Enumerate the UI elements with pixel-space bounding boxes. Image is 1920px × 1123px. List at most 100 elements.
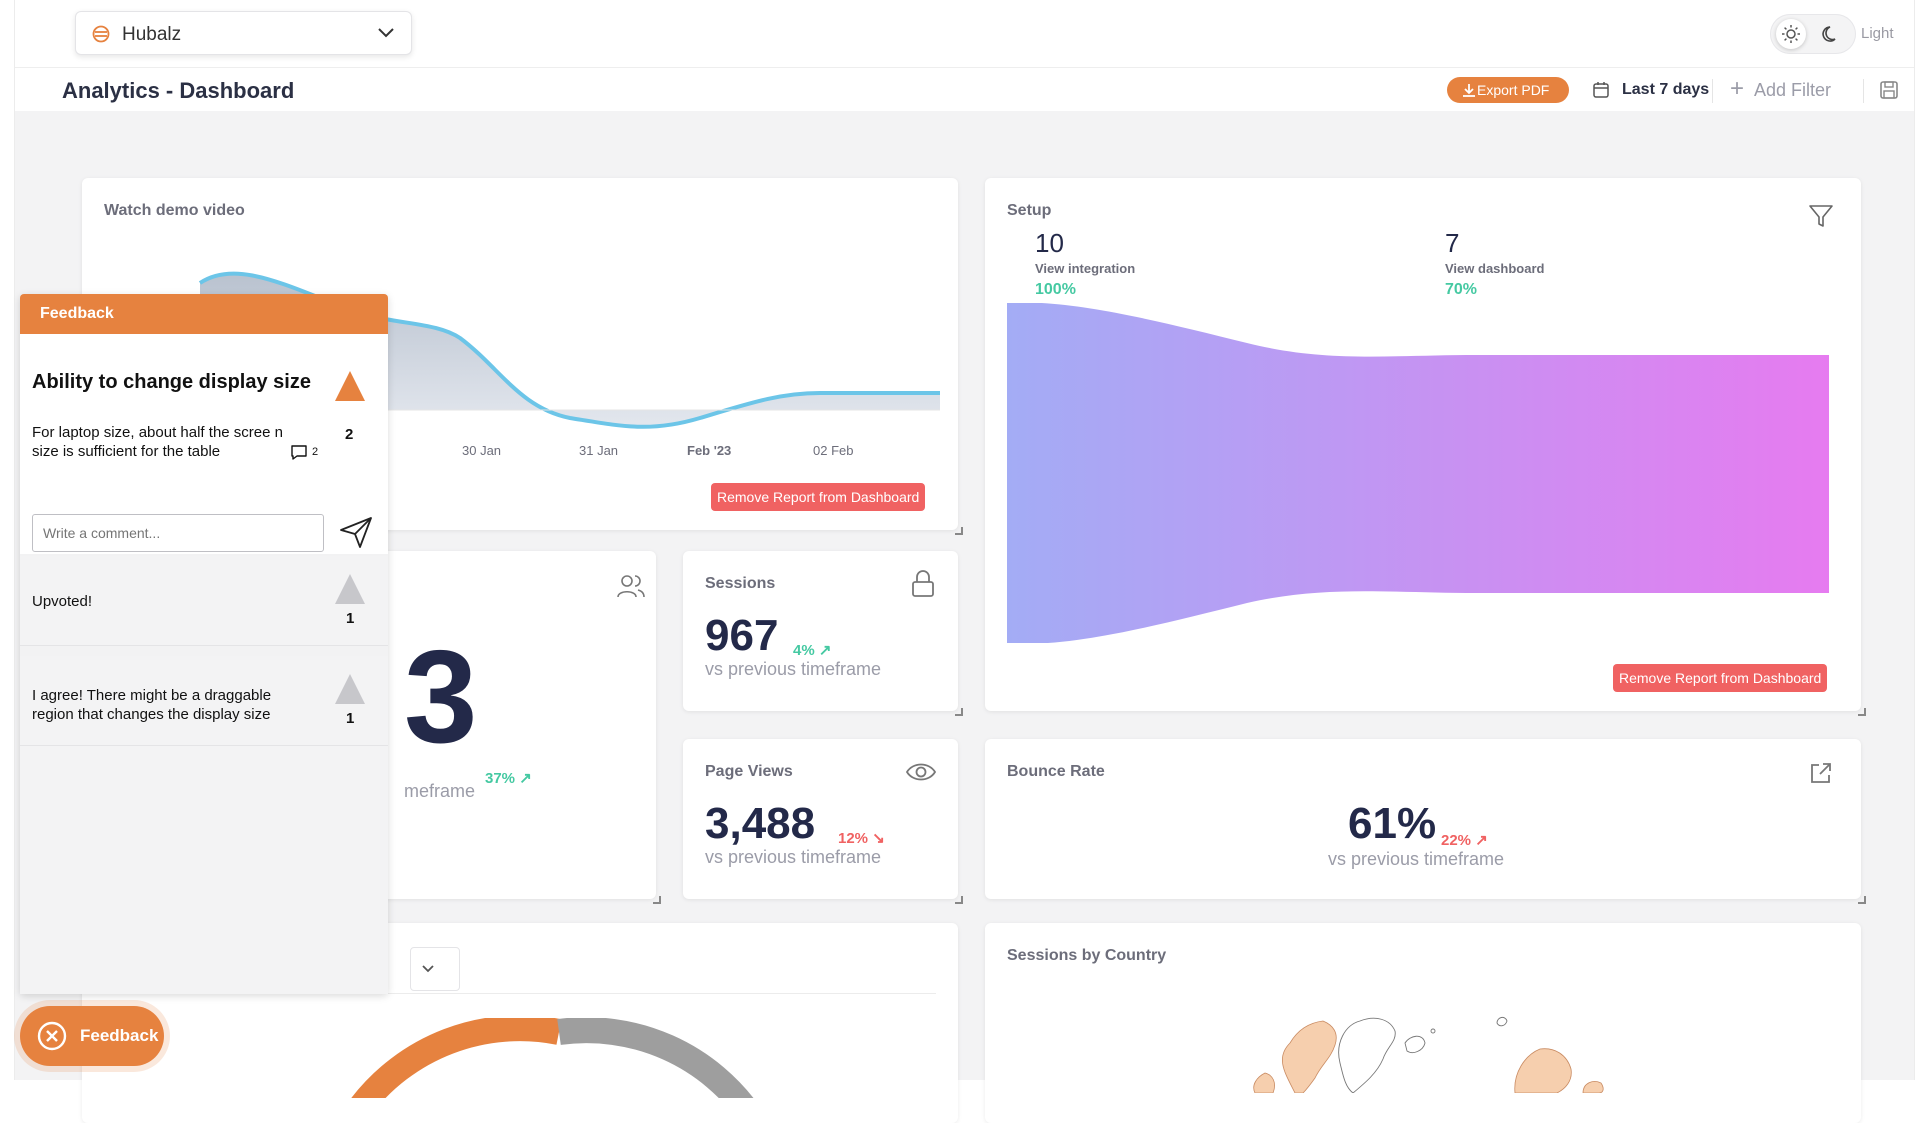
app-selector[interactable]: Hubalz bbox=[75, 11, 412, 55]
card-title: Setup bbox=[1007, 202, 1052, 219]
feedback-item: Ability to change display size For lapto… bbox=[20, 334, 388, 554]
theme-toggle[interactable] bbox=[1770, 14, 1856, 54]
vote-count: 1 bbox=[346, 610, 355, 627]
stat-delta: 37% ↗ bbox=[485, 770, 532, 787]
chevron-down-icon bbox=[422, 965, 434, 973]
top-bar: Hubalz Light bbox=[15, 0, 1914, 68]
filter-icon[interactable] bbox=[1807, 202, 1835, 230]
funnel-chart bbox=[1007, 303, 1829, 643]
x-tick-label: 31 Jan bbox=[579, 443, 619, 458]
add-filter-label: Add Filter bbox=[1754, 80, 1832, 100]
x-tick-label: 02 Feb bbox=[813, 443, 854, 458]
upvote-icon[interactable] bbox=[335, 371, 365, 401]
card-title: Watch demo video bbox=[104, 202, 245, 219]
funnel-step-percent: 100% bbox=[1035, 281, 1076, 298]
feedback-description: For laptop size, about half the scree n … bbox=[32, 424, 283, 460]
comment-count[interactable]: 2 bbox=[290, 445, 318, 460]
x-tick-label: Feb '23 bbox=[687, 443, 732, 458]
sun-icon[interactable] bbox=[1776, 19, 1806, 49]
funnel-step-percent: 70% bbox=[1445, 281, 1478, 298]
stat-subtitle: vs previous timeframe bbox=[705, 659, 882, 679]
resize-handle[interactable] bbox=[653, 896, 661, 904]
comment-icon bbox=[291, 445, 307, 460]
feedback-panel: Feedback Ability to change display size … bbox=[20, 294, 388, 994]
app-name: Hubalz bbox=[122, 24, 182, 45]
divider bbox=[1712, 79, 1713, 103]
feedback-title: Ability to change display size bbox=[32, 371, 311, 393]
bounce-rate-card: Bounce Rate 61% 22% ↗ vs previous timefr… bbox=[985, 739, 1866, 904]
save-icon[interactable] bbox=[1879, 80, 1899, 100]
comment-item: Upvoted! 1 bbox=[20, 556, 388, 646]
stat-subtitle: meframe bbox=[404, 781, 476, 801]
stat-value: 967 bbox=[705, 611, 779, 660]
export-pdf-button[interactable]: Export PDF bbox=[1447, 77, 1569, 103]
add-filter-button[interactable]: + Add Filter bbox=[1730, 77, 1831, 103]
dashboard-header: Analytics - Dashboard Export PDF Last 7 … bbox=[15, 69, 1914, 111]
chevron-down-icon bbox=[378, 28, 394, 38]
comment-text: Upvoted! bbox=[32, 593, 93, 610]
card-title: Bounce Rate bbox=[1007, 763, 1105, 780]
divider bbox=[104, 993, 936, 994]
plus-icon: + bbox=[1730, 75, 1745, 102]
vote-count: 1 bbox=[346, 710, 355, 727]
remove-report-button[interactable]: Remove Report from Dashboard bbox=[1613, 664, 1828, 692]
theme-label: Light bbox=[1861, 25, 1894, 42]
users-icon bbox=[617, 575, 645, 598]
card-title: Sessions bbox=[705, 575, 776, 592]
page-views-card: Page Views 3,488 12% ↘ vs previous timef… bbox=[683, 739, 963, 904]
stat-subtitle: vs previous timeframe bbox=[705, 847, 882, 867]
remove-report-button[interactable]: Remove Report from Dashboard bbox=[711, 483, 926, 511]
date-range-picker[interactable]: Last 7 days bbox=[1592, 77, 1709, 103]
feedback-panel-header: Feedback bbox=[20, 294, 388, 334]
moon-icon[interactable] bbox=[1818, 21, 1844, 47]
date-range-label: Last 7 days bbox=[1622, 81, 1710, 98]
hubalz-logo-icon bbox=[92, 25, 110, 43]
feedback-panel-title: Feedback bbox=[40, 305, 114, 322]
card-title: Sessions by Country bbox=[1007, 947, 1167, 964]
app-root: Hubalz Light bbox=[14, 0, 1915, 1098]
setup-funnel-card: Setup 10 View integration 100% 7 View da… bbox=[985, 178, 1866, 716]
funnel-step-label: View integration bbox=[1035, 261, 1136, 276]
upvote-icon[interactable] bbox=[335, 574, 365, 604]
stat-delta: 22% ↗ bbox=[1441, 832, 1488, 849]
resize-handle[interactable] bbox=[955, 708, 963, 716]
funnel-step-value: 7 bbox=[1445, 228, 1460, 258]
resize-handle[interactable] bbox=[955, 527, 963, 535]
export-pdf-label: Export PDF bbox=[1477, 82, 1550, 98]
stat-value: 61% bbox=[1348, 799, 1437, 848]
stat-delta: 4% ↗ bbox=[793, 642, 832, 659]
stat-delta: 12% ↘ bbox=[838, 830, 885, 847]
feedback-panel-empty-area bbox=[20, 746, 388, 994]
send-icon[interactable] bbox=[338, 514, 374, 550]
sessions-by-country-card: Sessions by Country bbox=[985, 923, 1861, 1123]
donut-chart bbox=[351, 1018, 754, 1098]
vote-count: 2 bbox=[345, 426, 354, 443]
external-link-icon[interactable] bbox=[1807, 759, 1835, 787]
dropdown-selector[interactable] bbox=[410, 947, 460, 991]
divider bbox=[1863, 79, 1864, 103]
upvote-icon[interactable] bbox=[335, 674, 365, 704]
resize-handle[interactable] bbox=[1858, 708, 1866, 716]
calendar-icon bbox=[1593, 82, 1609, 98]
x-tick-label: 30 Jan bbox=[462, 443, 502, 458]
download-icon bbox=[1463, 84, 1475, 97]
page-title: Analytics - Dashboard bbox=[62, 78, 295, 103]
close-circle-icon bbox=[37, 1021, 67, 1051]
resize-handle[interactable] bbox=[1858, 896, 1866, 904]
frame-divider bbox=[1914, 0, 1915, 1080]
sessions-card: Sessions 967 4% ↗ vs previous timeframe bbox=[683, 551, 963, 716]
funnel-step-value: 10 bbox=[1035, 228, 1064, 258]
frame-divider bbox=[14, 0, 15, 1080]
comment-input[interactable] bbox=[32, 514, 324, 552]
stat-value: 3,488 bbox=[705, 799, 816, 848]
feedback-toggle-label: Feedback bbox=[80, 1026, 159, 1045]
eye-icon bbox=[905, 763, 937, 781]
comment-item: I agree! There might be a draggable regi… bbox=[20, 656, 388, 746]
stat-value: 3 bbox=[404, 623, 478, 770]
lock-icon bbox=[912, 570, 934, 597]
resize-handle[interactable] bbox=[955, 896, 963, 904]
feedback-toggle-button[interactable]: Feedback bbox=[20, 1006, 164, 1066]
card-title: Page Views bbox=[705, 763, 793, 780]
stat-subtitle: vs previous timeframe bbox=[1328, 849, 1505, 869]
funnel-step-label: View dashboard bbox=[1445, 261, 1545, 276]
